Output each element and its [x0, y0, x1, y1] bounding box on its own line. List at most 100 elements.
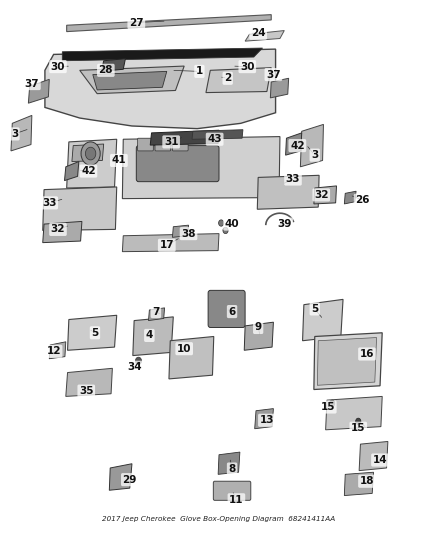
FancyBboxPatch shape [208, 290, 245, 327]
Text: 3: 3 [311, 150, 318, 160]
Text: 35: 35 [79, 386, 93, 396]
Text: 12: 12 [46, 346, 61, 357]
Text: 14: 14 [373, 455, 387, 465]
Text: 6: 6 [229, 306, 236, 317]
Text: 15: 15 [351, 423, 366, 433]
Polygon shape [43, 187, 117, 230]
Polygon shape [257, 175, 319, 209]
Polygon shape [254, 409, 273, 429]
Polygon shape [314, 333, 382, 390]
Polygon shape [192, 130, 243, 139]
Circle shape [356, 418, 361, 424]
Polygon shape [314, 186, 336, 204]
Polygon shape [72, 144, 104, 161]
Polygon shape [303, 300, 343, 341]
Polygon shape [133, 317, 173, 356]
Text: 40: 40 [225, 219, 240, 229]
Text: 3: 3 [11, 129, 18, 139]
Polygon shape [45, 49, 276, 128]
Polygon shape [286, 133, 302, 155]
Text: 2017 Jeep Cherokee  Glove Box-Opening Diagram  68241411AA: 2017 Jeep Cherokee Glove Box-Opening Dia… [102, 516, 336, 522]
Text: 30: 30 [51, 62, 65, 71]
Text: 9: 9 [254, 322, 262, 333]
Text: 5: 5 [92, 328, 99, 338]
Polygon shape [173, 225, 188, 237]
Text: 34: 34 [127, 362, 141, 372]
Polygon shape [49, 342, 66, 359]
Text: 33: 33 [42, 198, 57, 208]
Text: 2: 2 [224, 73, 231, 83]
Polygon shape [66, 368, 113, 397]
Text: 31: 31 [164, 137, 178, 147]
Text: 18: 18 [360, 477, 374, 486]
Text: 41: 41 [112, 156, 126, 165]
Polygon shape [28, 79, 49, 103]
Text: 8: 8 [229, 464, 236, 474]
Text: 37: 37 [266, 70, 281, 79]
FancyBboxPatch shape [155, 138, 171, 151]
Polygon shape [218, 452, 240, 474]
Polygon shape [67, 139, 117, 188]
Text: 7: 7 [152, 306, 159, 317]
Circle shape [81, 142, 100, 165]
Text: 38: 38 [181, 229, 196, 239]
Text: 39: 39 [277, 219, 291, 229]
Polygon shape [318, 337, 377, 385]
Text: 24: 24 [251, 28, 265, 38]
Text: 15: 15 [321, 402, 335, 412]
Text: 17: 17 [159, 240, 174, 251]
FancyBboxPatch shape [136, 146, 219, 182]
Text: 29: 29 [123, 475, 137, 484]
Polygon shape [344, 472, 374, 496]
Text: 43: 43 [207, 134, 222, 144]
Text: 10: 10 [177, 344, 191, 354]
Polygon shape [110, 464, 132, 490]
Text: 33: 33 [286, 174, 300, 184]
Polygon shape [80, 66, 184, 94]
Polygon shape [102, 59, 125, 71]
Text: 42: 42 [290, 141, 305, 151]
Polygon shape [169, 336, 214, 379]
Text: 26: 26 [355, 195, 370, 205]
FancyBboxPatch shape [138, 138, 153, 151]
Polygon shape [244, 322, 273, 350]
Text: 42: 42 [81, 166, 96, 176]
Polygon shape [93, 71, 167, 90]
Circle shape [135, 357, 141, 365]
Text: 32: 32 [51, 224, 65, 235]
Text: 5: 5 [311, 304, 318, 314]
Polygon shape [150, 130, 219, 145]
Text: 11: 11 [229, 495, 244, 505]
Polygon shape [62, 48, 262, 61]
Polygon shape [270, 78, 289, 98]
Text: 4: 4 [146, 330, 153, 341]
Polygon shape [122, 136, 280, 199]
Text: 32: 32 [314, 190, 328, 200]
Circle shape [219, 220, 224, 226]
Polygon shape [67, 14, 271, 31]
Text: 16: 16 [360, 349, 374, 359]
Polygon shape [122, 233, 219, 252]
FancyBboxPatch shape [213, 481, 251, 500]
Text: 30: 30 [240, 62, 254, 71]
Circle shape [223, 227, 228, 233]
Polygon shape [206, 68, 271, 93]
Polygon shape [67, 316, 117, 350]
Text: 28: 28 [99, 66, 113, 75]
Polygon shape [11, 115, 32, 151]
Circle shape [85, 147, 96, 160]
Polygon shape [344, 191, 356, 204]
Polygon shape [300, 124, 323, 167]
Text: 37: 37 [25, 78, 39, 88]
Polygon shape [245, 30, 284, 41]
Text: 27: 27 [129, 18, 144, 28]
FancyBboxPatch shape [173, 138, 188, 151]
Text: 1: 1 [196, 67, 203, 76]
Polygon shape [359, 441, 388, 471]
Polygon shape [325, 397, 382, 430]
Polygon shape [64, 161, 79, 181]
Polygon shape [148, 308, 165, 320]
Circle shape [329, 400, 335, 407]
Text: 13: 13 [260, 415, 274, 425]
Polygon shape [43, 221, 82, 243]
